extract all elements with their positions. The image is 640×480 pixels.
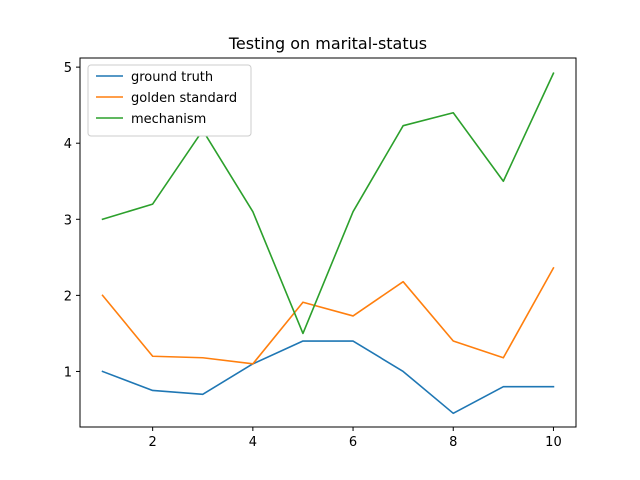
chart-title: Testing on marital-status [228, 34, 427, 53]
x-tick-label: 6 [349, 435, 357, 450]
axes-frame [79, 57, 577, 428]
y-tick-label: 3 [64, 213, 72, 228]
y-axis-ticks: 1 2 3 4 5 [64, 61, 80, 380]
y-tick-label: 5 [64, 61, 72, 76]
series-line-ground-truth [101, 340, 555, 415]
x-tick-label: 2 [149, 435, 157, 450]
x-tick-label: 10 [545, 435, 562, 450]
legend-label: ground truth [131, 70, 213, 85]
legend-label: mechanism [131, 112, 206, 127]
y-tick-label: 2 [64, 289, 72, 304]
series-line-mechanism [101, 72, 555, 335]
legend: ground truth golden standard mechanism [87, 64, 252, 137]
legend-box [87, 64, 252, 137]
series-line-golden-standard [101, 266, 555, 365]
legend-label: golden standard [131, 91, 237, 106]
plot-lines [101, 72, 555, 415]
x-tick-label: 8 [449, 435, 457, 450]
y-tick-label: 4 [64, 137, 72, 152]
x-axis-ticks: 2 4 6 8 10 [149, 427, 562, 450]
y-tick-label: 1 [64, 365, 72, 380]
x-tick-label: 4 [249, 435, 257, 450]
